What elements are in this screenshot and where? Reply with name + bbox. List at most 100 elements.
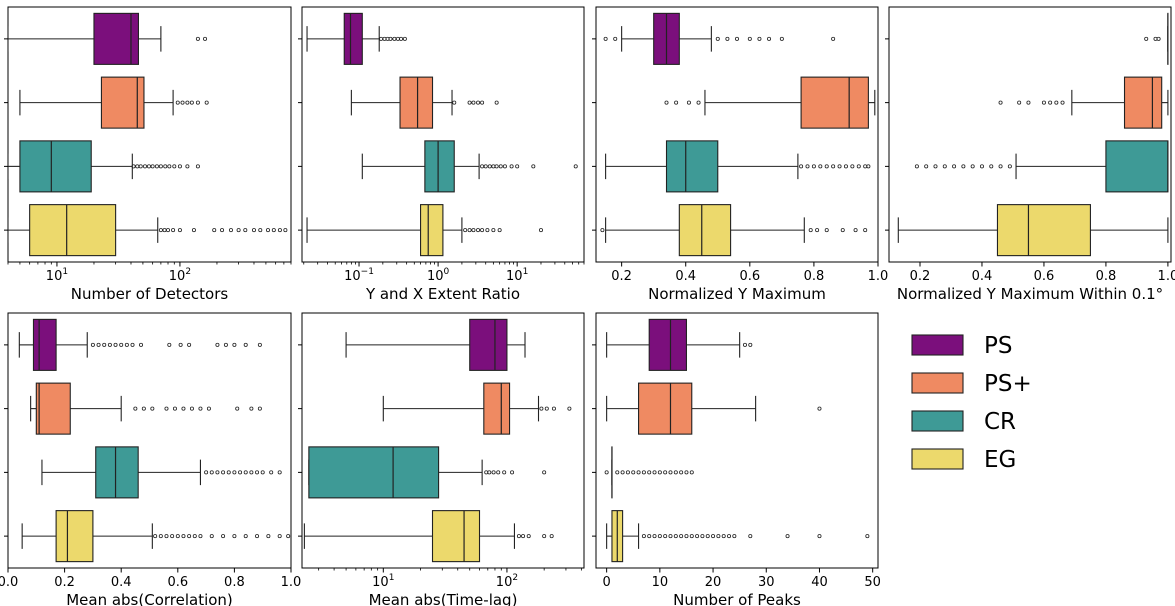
x-tick-label: 0.8 xyxy=(804,269,825,284)
box-eg xyxy=(306,204,543,257)
outlier-point xyxy=(679,470,684,475)
legend-label: PS xyxy=(984,333,1012,359)
outlier-point xyxy=(90,342,95,347)
legend-swatch xyxy=(911,410,964,432)
x-tick-label: 0.6 xyxy=(1034,269,1055,284)
box-cr xyxy=(41,446,282,499)
box-body xyxy=(343,12,363,65)
outlier-point xyxy=(663,470,668,475)
outlier-point xyxy=(549,534,554,539)
outlier-point xyxy=(177,164,182,169)
outlier-point xyxy=(150,164,155,169)
outlier-point xyxy=(226,470,231,475)
outlier-point xyxy=(212,228,217,233)
outlier-point xyxy=(863,164,868,169)
box-body xyxy=(665,140,719,193)
box-body xyxy=(648,318,688,371)
outlier-point xyxy=(189,100,194,105)
outlier-point xyxy=(238,470,243,475)
outlier-point xyxy=(187,342,192,347)
box-ps-plus xyxy=(606,382,822,435)
outlier-point xyxy=(785,534,790,539)
outlier-point xyxy=(164,534,169,539)
outlier-point xyxy=(748,534,753,539)
box-ps xyxy=(18,318,262,371)
box-ps xyxy=(345,318,526,371)
outlier-point xyxy=(664,100,669,105)
outlier-point xyxy=(657,470,662,475)
outlier-point xyxy=(467,228,472,233)
outlier-point xyxy=(175,534,180,539)
box-body xyxy=(95,446,139,499)
outlier-point xyxy=(243,228,248,233)
panel-frame xyxy=(301,6,585,263)
outlier-point xyxy=(203,36,208,41)
outlier-point xyxy=(177,228,182,233)
outlier-point xyxy=(143,164,148,169)
outlier-point xyxy=(181,534,186,539)
box-eg xyxy=(303,510,554,563)
outlier-point xyxy=(684,534,689,539)
box-cr xyxy=(604,446,694,499)
outlier-point xyxy=(491,164,496,169)
panel-frame xyxy=(595,312,879,569)
box-body xyxy=(678,204,732,257)
outlier-point xyxy=(476,228,481,233)
box-eg xyxy=(897,204,1169,257)
x-tick-label: 101 xyxy=(46,267,68,284)
outlier-point xyxy=(732,534,737,539)
outlier-point xyxy=(167,164,172,169)
outlier-point xyxy=(727,534,732,539)
outlier-point xyxy=(544,406,549,411)
outlier-point xyxy=(742,342,747,347)
outlier-point xyxy=(542,470,547,475)
legend-swatch xyxy=(911,448,964,470)
outlier-point xyxy=(133,406,138,411)
x-tick-label: 101 xyxy=(372,573,394,590)
outlier-point xyxy=(255,534,260,539)
legend-label: PS+ xyxy=(984,371,1032,397)
outlier-point xyxy=(382,36,387,41)
box-cr xyxy=(308,446,547,499)
outlier-point xyxy=(141,406,146,411)
x-tick-label: 1.0 xyxy=(281,575,302,590)
box-ps-plus xyxy=(664,76,876,129)
x-tick-label: 10 xyxy=(652,575,669,590)
outlier-point xyxy=(865,534,870,539)
outlier-point xyxy=(496,470,501,475)
outlier-point xyxy=(154,164,159,169)
box-body xyxy=(93,12,140,65)
outlier-point xyxy=(491,228,496,233)
box-body xyxy=(483,382,511,435)
outlier-point xyxy=(695,534,700,539)
outlier-point xyxy=(170,534,175,539)
outlier-point xyxy=(615,470,620,475)
outlier-point xyxy=(209,470,214,475)
outlier-point xyxy=(531,164,536,169)
outlier-point xyxy=(942,164,947,169)
outlier-point xyxy=(163,164,168,169)
outlier-point xyxy=(824,164,829,169)
box-eg xyxy=(600,204,868,257)
outlier-point xyxy=(195,36,200,41)
outlier-point xyxy=(817,534,822,539)
outlier-point xyxy=(476,100,481,105)
box-ps-plus xyxy=(19,76,209,129)
box-body xyxy=(420,204,444,257)
outlier-point xyxy=(696,100,701,105)
outlier-point xyxy=(138,164,143,169)
x-tick-label: 0.0 xyxy=(0,575,18,590)
panel-frame xyxy=(301,312,585,569)
x-axis-label: Normalized Y Maximum Within 0.1° xyxy=(897,285,1163,303)
x-tick-label: 10−1 xyxy=(344,267,374,284)
outlier-point xyxy=(1007,164,1012,169)
outlier-point xyxy=(502,164,507,169)
outlier-point xyxy=(388,36,393,41)
outlier-point xyxy=(195,164,200,169)
outlier-point xyxy=(779,36,784,41)
outlier-point xyxy=(625,470,630,475)
legend-swatch xyxy=(911,334,964,356)
outlier-point xyxy=(158,164,163,169)
